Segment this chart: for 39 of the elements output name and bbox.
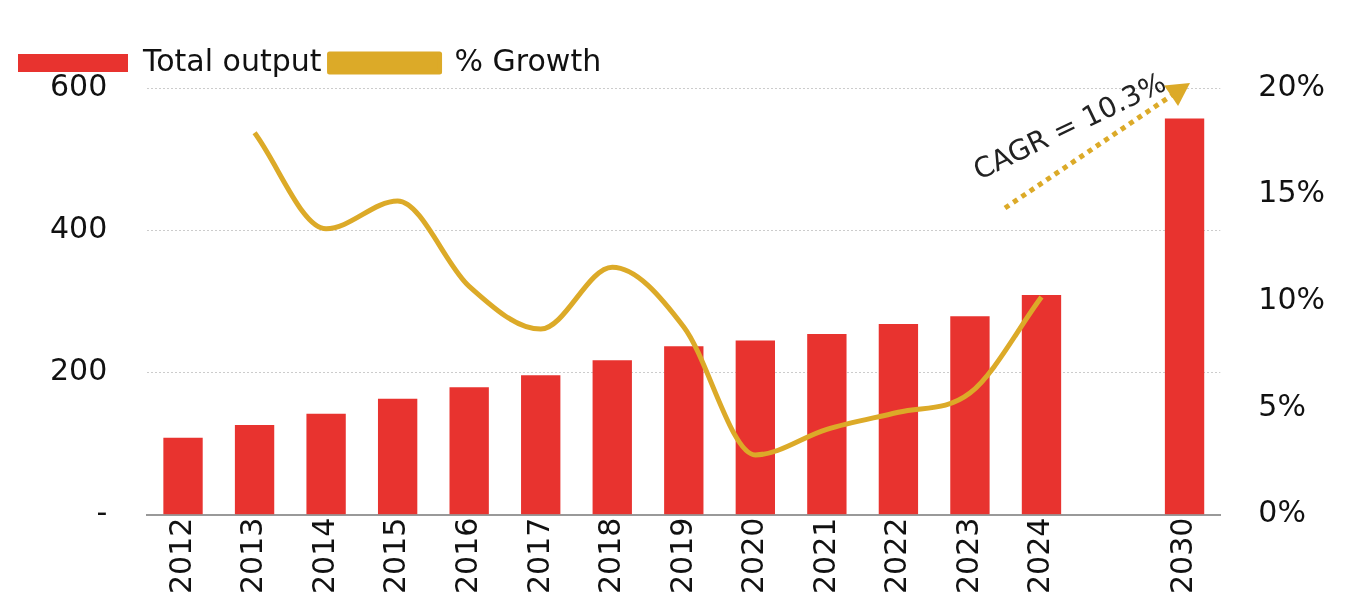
bar [592,360,632,515]
y2-tick-label: 10% [1258,281,1326,317]
bar [306,413,346,515]
y-tick-label: 200 [50,352,108,388]
x-tick-label: 2022 [878,517,914,595]
y2-tick-label: 5% [1258,387,1306,423]
x-tick-label: 2016 [448,517,484,595]
bar [735,340,775,515]
bar [950,316,990,515]
bar [521,375,561,515]
x-tick-label: 2019 [663,517,699,595]
x-tick-label: 2012 [162,517,198,595]
y-tick-label: 400 [50,210,108,246]
y-tick-label: 600 [50,67,108,103]
bar [807,334,847,515]
legend-label: % Growth [454,42,602,78]
bar [664,346,704,515]
x-tick-label: 2013 [234,517,270,595]
legend-label: Total output [142,42,322,78]
bar [377,398,418,515]
bar [1164,118,1205,515]
y2-tick-label: 0% [1258,494,1306,530]
bar [234,425,275,515]
x-tick-label: 2015 [377,517,413,595]
x-tick-label: 2020 [735,517,771,595]
x-tick-label: 2021 [806,517,842,595]
x-tick-label: 2024 [1021,517,1057,595]
y2-tick-label: 20% [1258,67,1326,103]
x-tick-label: 2023 [949,517,985,595]
y2-tick-label: 15% [1258,174,1326,210]
bar [449,387,489,515]
x-tick-label: 2018 [592,517,628,595]
bar [163,437,203,515]
x-tick-label: 2014 [305,517,341,595]
x-tick-label: 2017 [520,517,556,595]
y-tick-label: - [96,494,108,530]
bar [1021,294,1062,515]
bar [878,324,919,515]
x-tick-label: 2030 [1164,517,1200,595]
